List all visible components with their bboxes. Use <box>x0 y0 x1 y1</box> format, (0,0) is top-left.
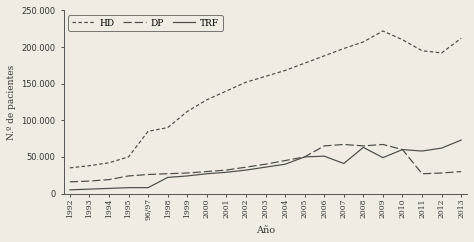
HD <box>126 155 131 158</box>
TRF <box>400 148 405 151</box>
DP <box>380 143 386 146</box>
DP <box>87 180 92 182</box>
DP <box>458 170 464 173</box>
TRF <box>302 155 308 158</box>
TRF <box>106 187 112 190</box>
HD <box>243 81 249 84</box>
DP <box>224 169 229 172</box>
TRF <box>243 169 249 172</box>
TRF <box>263 166 268 169</box>
HD <box>184 110 190 113</box>
DP <box>243 166 249 169</box>
TRF <box>458 139 464 142</box>
TRF <box>419 150 425 152</box>
DP <box>282 159 288 162</box>
HD <box>204 98 210 101</box>
HD <box>282 69 288 72</box>
TRF <box>380 156 386 159</box>
HD <box>263 75 268 78</box>
Y-axis label: N.º de pacientes: N.º de pacientes <box>7 64 16 140</box>
DP <box>184 172 190 174</box>
TRF <box>126 186 131 189</box>
HD <box>458 37 464 40</box>
TRF <box>282 163 288 166</box>
Line: DP: DP <box>70 144 461 182</box>
TRF <box>67 189 73 191</box>
DP <box>439 172 445 174</box>
HD <box>106 161 112 164</box>
DP <box>165 172 171 175</box>
TRF <box>439 147 445 150</box>
HD <box>145 130 151 133</box>
DP <box>263 163 268 166</box>
DP <box>126 174 131 177</box>
TRF <box>321 155 327 158</box>
HD <box>165 126 171 129</box>
Line: TRF: TRF <box>70 140 461 190</box>
HD <box>419 49 425 52</box>
DP <box>361 144 366 147</box>
X-axis label: Año: Año <box>256 226 275 235</box>
HD <box>67 166 73 169</box>
TRF <box>165 176 171 179</box>
HD <box>321 54 327 57</box>
Line: HD: HD <box>70 31 461 168</box>
TRF <box>224 171 229 174</box>
HD <box>341 47 346 50</box>
HD <box>87 164 92 167</box>
DP <box>145 173 151 176</box>
DP <box>204 170 210 173</box>
TRF <box>145 186 151 189</box>
TRF <box>87 188 92 190</box>
DP <box>419 172 425 175</box>
HD <box>361 40 366 43</box>
HD <box>439 52 445 54</box>
DP <box>341 143 346 146</box>
HD <box>224 90 229 92</box>
DP <box>400 148 405 151</box>
TRF <box>341 162 346 165</box>
HD <box>302 62 308 65</box>
DP <box>106 178 112 181</box>
TRF <box>361 146 366 149</box>
DP <box>67 180 73 183</box>
TRF <box>184 174 190 177</box>
DP <box>321 144 327 147</box>
TRF <box>204 172 210 175</box>
HD <box>380 30 386 32</box>
Legend: HD, DP, TRF: HD, DP, TRF <box>68 15 223 31</box>
DP <box>302 155 308 158</box>
HD <box>400 38 405 41</box>
